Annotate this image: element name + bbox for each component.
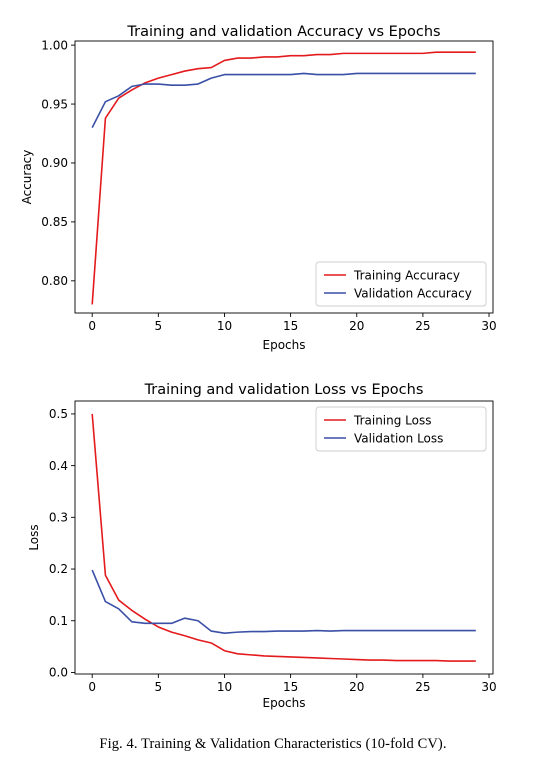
- x-tick-label: 25: [415, 319, 430, 333]
- y-tick-label: 0.0: [49, 666, 68, 680]
- x-tick-label: 0: [88, 680, 96, 694]
- x-tick-label: 20: [349, 680, 364, 694]
- x-axis-label: Epochs: [263, 696, 306, 710]
- y-tick-label: 0.95: [41, 97, 68, 111]
- legend-box: [315, 406, 487, 452]
- legend: Training Loss Validation Loss: [315, 406, 487, 452]
- legend-label-1: Training Loss: [353, 413, 431, 427]
- y-tick-label: 0.4: [49, 459, 68, 473]
- x-tick-label: 15: [283, 319, 298, 333]
- y-tick-label: 0.90: [41, 156, 68, 170]
- y-axis-label: Loss: [27, 524, 41, 550]
- legend: Training Accuracy Validation Accuracy: [315, 261, 487, 307]
- y-tick-label: 0.1: [49, 614, 68, 628]
- y-tick-label: 0.5: [49, 407, 68, 421]
- series-line-2: [91, 569, 476, 634]
- x-tick-label: 10: [217, 680, 232, 694]
- y-tick-label: 0.80: [41, 274, 68, 288]
- figure-caption: Fig. 4. Training & Validation Characteri…: [99, 736, 447, 752]
- series-line-1: [91, 413, 476, 662]
- x-tick-label: 10: [217, 319, 232, 333]
- x-tick-label: 0: [88, 319, 96, 333]
- chart-1: Training and validation Accuracy vs Epoc…: [20, 24, 497, 352]
- legend-box: [315, 261, 487, 307]
- legend-label-1: Training Accuracy: [353, 268, 460, 282]
- y-tick-label: 1.00: [41, 38, 68, 52]
- plot-frame: [74, 400, 494, 675]
- y-tick-label: 0.3: [49, 511, 68, 525]
- x-tick-label: 5: [155, 319, 163, 333]
- series-line-1: [91, 51, 476, 305]
- legend-label-2: Validation Accuracy: [354, 286, 472, 300]
- x-tick-label: 25: [415, 680, 430, 694]
- series-line-2: [91, 72, 476, 128]
- chart-title: Training and validation Accuracy vs Epoc…: [126, 24, 440, 40]
- y-axis-label: Accuracy: [20, 150, 34, 205]
- chart-2: Training and validation Loss vs Epochs 0 5…: [27, 382, 497, 710]
- y-tick-label: 0.2: [49, 562, 68, 576]
- chart-title: Training and validation Loss vs Epochs: [144, 382, 424, 398]
- x-axis-label: Epochs: [263, 338, 306, 352]
- x-tick-label: 30: [481, 680, 496, 694]
- y-tick-label: 0.85: [41, 215, 68, 229]
- x-tick-label: 5: [155, 680, 163, 694]
- x-tick-label: 30: [481, 319, 496, 333]
- plot-frame: [74, 40, 494, 314]
- x-tick-label: 20: [349, 319, 364, 333]
- legend-label-2: Validation Loss: [354, 431, 443, 445]
- x-tick-label: 15: [283, 680, 298, 694]
